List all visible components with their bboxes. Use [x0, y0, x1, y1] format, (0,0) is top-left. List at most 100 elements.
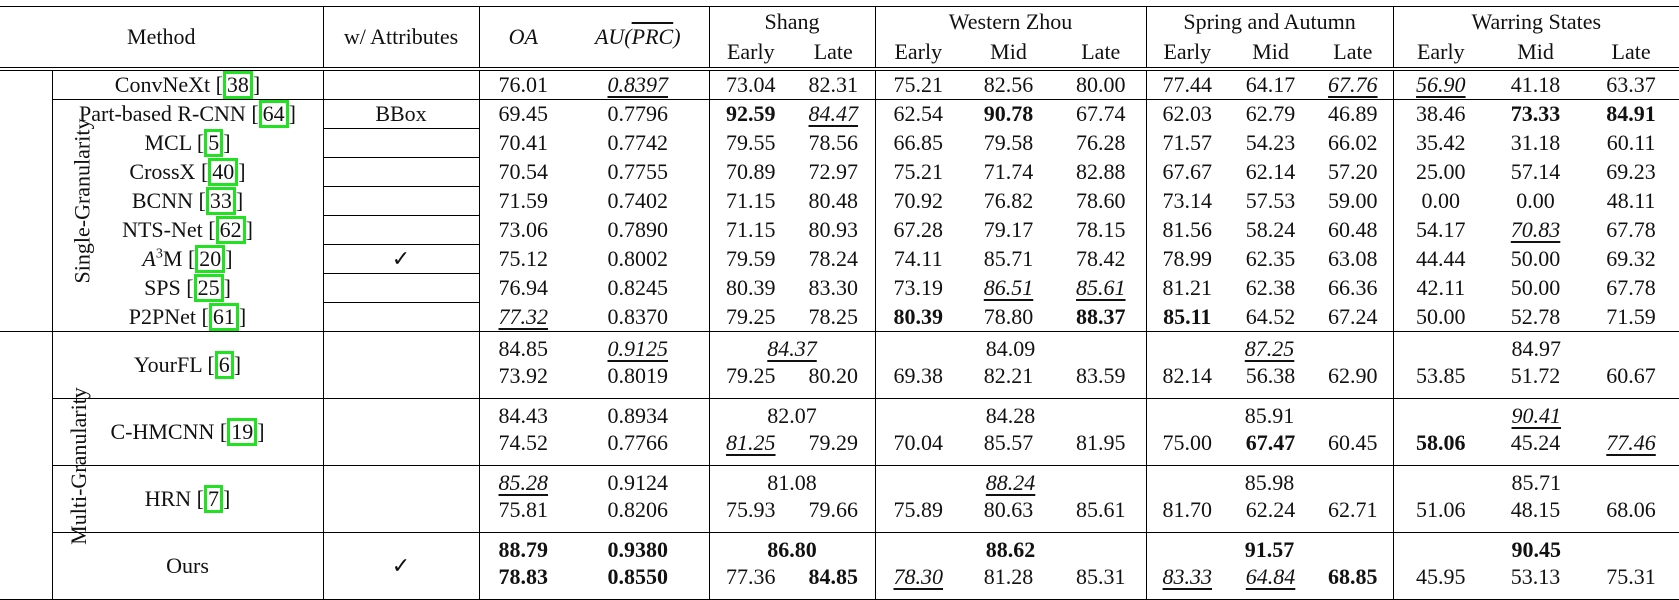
cell-value: 85.57: [983, 430, 1034, 455]
cell-value: 83.59: [1076, 363, 1126, 388]
value-cell: 82.14: [1146, 365, 1229, 399]
cell-value: 48.11: [1606, 188, 1656, 213]
cell-value: 62.79: [1245, 101, 1296, 127]
value-cell: 62.03: [1146, 100, 1228, 129]
citation-link[interactable]: 64: [258, 100, 289, 129]
value-cell: 67.74: [1056, 99, 1147, 129]
method-label: Part-based R-CNN: [79, 101, 246, 127]
cell-value: 71.15: [726, 188, 776, 213]
value-cell: 71.15: [709, 187, 792, 216]
value-cell: 83.33: [1146, 566, 1229, 600]
cell-value: 0.8370: [607, 303, 669, 329]
value-cell: 82.21: [961, 365, 1057, 399]
cell-value: 62.35: [1245, 246, 1296, 271]
value-cell: 0.7890: [567, 215, 710, 245]
method-name: Part-based R-CNN [64]: [52, 99, 324, 129]
period-value-cell: 85.91: [1146, 398, 1394, 432]
cell-value: 45.95: [1416, 564, 1466, 589]
au-suffix: ): [673, 24, 681, 49]
citation-link[interactable]: 25: [193, 274, 224, 302]
value-cell: 73.06: [479, 216, 567, 245]
value-cell: 69.38: [875, 365, 962, 399]
value-cell: 82.56: [961, 69, 1057, 100]
value-cell: 69.45: [479, 100, 567, 129]
value-cell: 75.00: [1146, 432, 1229, 466]
value-cell: 82.88: [1056, 157, 1147, 187]
value-cell: 58.06: [1393, 432, 1489, 466]
cell-value: 64.17: [1245, 72, 1296, 97]
citation-link[interactable]: 61: [208, 302, 239, 331]
citation-link[interactable]: 6: [214, 351, 234, 379]
value-cell: 80.00: [1056, 69, 1147, 100]
citation-link[interactable]: 20: [195, 245, 226, 273]
cell-value: 79.58: [983, 130, 1034, 155]
cell-value: 71.59: [498, 188, 549, 213]
value-cell: 78.30: [875, 566, 962, 600]
cell-value: 57.14: [1510, 159, 1561, 184]
value-cell: 76.28: [1056, 128, 1147, 158]
citation-link[interactable]: 40: [208, 158, 239, 186]
overall-value-cell: 84.43: [479, 399, 567, 433]
cell-value: 73.19: [893, 275, 944, 300]
header-sub-early: Early: [1393, 37, 1489, 71]
value-cell: 48.15: [1488, 499, 1584, 533]
value-cell: 80.48: [792, 186, 876, 216]
cell-value: 60.11: [1606, 130, 1656, 155]
cell-value: 41.18: [1510, 72, 1561, 97]
citation-link[interactable]: 62: [215, 216, 246, 244]
cell-value: 85.11: [1163, 303, 1212, 329]
cell-value: 80.48: [808, 188, 859, 213]
cell-value: 64.84: [1245, 564, 1296, 589]
cell-value: 0.7402: [607, 188, 669, 213]
method-name: C-HMCNN [19]: [52, 398, 324, 466]
attribute-cell: [323, 331, 480, 399]
value-cell: 41.18: [1488, 69, 1584, 100]
value-cell: 80.20: [792, 365, 876, 399]
citation-link[interactable]: 19: [227, 418, 258, 446]
value-cell: 0.7766: [567, 432, 710, 466]
group-label-text: Multi-Granularity: [65, 386, 91, 545]
method-name: MCL [5]: [52, 128, 324, 158]
cell-value: 80.39: [726, 275, 776, 300]
overall-value-cell: 0.9124: [567, 465, 710, 499]
header-sub-late: Late: [1056, 37, 1147, 71]
attribute-cell: ✓: [323, 244, 480, 274]
au-overline: PRC: [631, 24, 674, 49]
value-cell: 69.32: [1583, 245, 1679, 274]
value-cell: 0.00: [1393, 187, 1488, 216]
value-cell: 80.39: [709, 274, 792, 303]
table-row-period: HRN [7] 85.28 0.9124 81.08 88.24 85.98 85.71: [0, 465, 1679, 533]
cell-value: 71.15: [726, 217, 776, 242]
period-value-cell: 85.98: [1146, 465, 1394, 499]
cell-value: 92.59: [726, 101, 776, 127]
attribute-cell: [323, 398, 480, 466]
cell-value: 58.24: [1245, 217, 1296, 242]
value-cell: 64.84: [1228, 564, 1314, 600]
period-value-cell: 87.25: [1146, 331, 1394, 365]
value-cell: 67.47: [1228, 432, 1314, 466]
value-cell: 71.15: [709, 216, 792, 245]
cell-value: 0.8206: [607, 497, 669, 522]
cell-value: 38.46: [1416, 101, 1466, 127]
value-cell: 77.36: [709, 566, 793, 600]
cell-value: 0.8245: [607, 275, 669, 300]
cell-value: 68.85: [1328, 564, 1378, 589]
value-cell: 71.74: [961, 158, 1056, 187]
method-name: Ours: [52, 532, 324, 600]
cell-value: 91.57: [1244, 536, 1295, 562]
cell-value: 70.89: [726, 159, 776, 184]
method-name: NTS-Net [62]: [52, 215, 324, 245]
value-cell: 79.58: [961, 129, 1056, 158]
citation-link[interactable]: 7: [203, 485, 223, 513]
value-cell: 84.91: [1583, 100, 1679, 129]
citation-link[interactable]: 38: [222, 71, 253, 99]
value-cell: 80.93: [792, 215, 876, 245]
cell-value: 85.98: [1244, 469, 1295, 495]
header-sub-late: Late: [1313, 37, 1394, 71]
cell-value: 88.24: [985, 469, 1036, 495]
cell-value: 0.00: [1516, 188, 1555, 213]
citation-link[interactable]: 33: [205, 187, 236, 215]
value-cell: 81.28: [961, 566, 1057, 600]
citation-link[interactable]: 5: [204, 129, 224, 157]
value-cell: 83.30: [792, 273, 876, 303]
